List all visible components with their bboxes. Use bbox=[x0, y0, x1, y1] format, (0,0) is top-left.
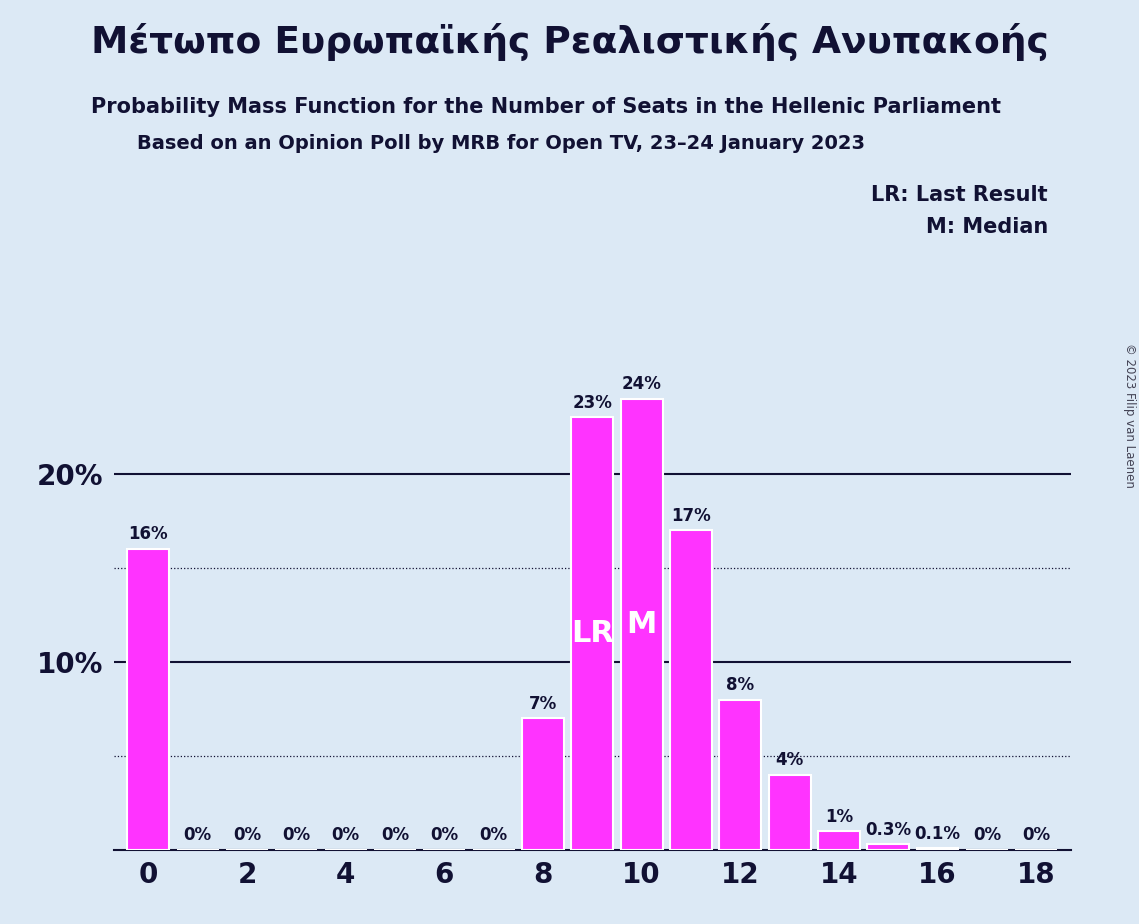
Text: Μέτωπο Ευρωπαϊκής Ρεαλιστικής Ανυπακοής: Μέτωπο Ευρωπαϊκής Ρεαλιστικής Ανυπακοής bbox=[91, 23, 1049, 61]
Text: 0%: 0% bbox=[480, 826, 508, 845]
Text: Based on an Opinion Poll by MRB for Open TV, 23–24 January 2023: Based on an Opinion Poll by MRB for Open… bbox=[137, 134, 865, 153]
Text: M: Median: M: Median bbox=[926, 217, 1048, 237]
Text: 0%: 0% bbox=[233, 826, 261, 845]
Text: 23%: 23% bbox=[572, 394, 613, 412]
Text: 0%: 0% bbox=[1022, 826, 1050, 845]
Text: 0%: 0% bbox=[282, 826, 311, 845]
Text: 8%: 8% bbox=[727, 676, 754, 694]
Text: 4%: 4% bbox=[776, 751, 804, 769]
Bar bbox=[128, 549, 170, 850]
Text: LR: LR bbox=[571, 619, 614, 649]
Text: 0.1%: 0.1% bbox=[915, 824, 960, 843]
Text: 16%: 16% bbox=[129, 526, 169, 543]
Text: LR: Last Result: LR: Last Result bbox=[871, 185, 1048, 205]
Bar bbox=[818, 832, 860, 850]
Text: 0%: 0% bbox=[973, 826, 1001, 845]
Text: 7%: 7% bbox=[528, 695, 557, 712]
Text: 0%: 0% bbox=[183, 826, 212, 845]
Text: Probability Mass Function for the Number of Seats in the Hellenic Parliament: Probability Mass Function for the Number… bbox=[91, 97, 1001, 117]
Bar bbox=[572, 418, 613, 850]
Text: 1%: 1% bbox=[825, 808, 853, 826]
Bar bbox=[522, 719, 564, 850]
Text: 24%: 24% bbox=[622, 375, 662, 393]
Bar bbox=[769, 775, 811, 850]
Bar bbox=[917, 848, 958, 850]
Text: 0.3%: 0.3% bbox=[866, 821, 911, 839]
Text: 0%: 0% bbox=[380, 826, 409, 845]
Text: 0%: 0% bbox=[431, 826, 458, 845]
Text: © 2023 Filip van Laenen: © 2023 Filip van Laenen bbox=[1123, 344, 1137, 488]
Text: 0%: 0% bbox=[331, 826, 360, 845]
Text: M: M bbox=[626, 610, 657, 638]
Bar bbox=[621, 398, 663, 850]
Text: 17%: 17% bbox=[671, 506, 711, 525]
Bar bbox=[719, 699, 761, 850]
Bar bbox=[867, 845, 909, 850]
Bar bbox=[670, 530, 712, 850]
